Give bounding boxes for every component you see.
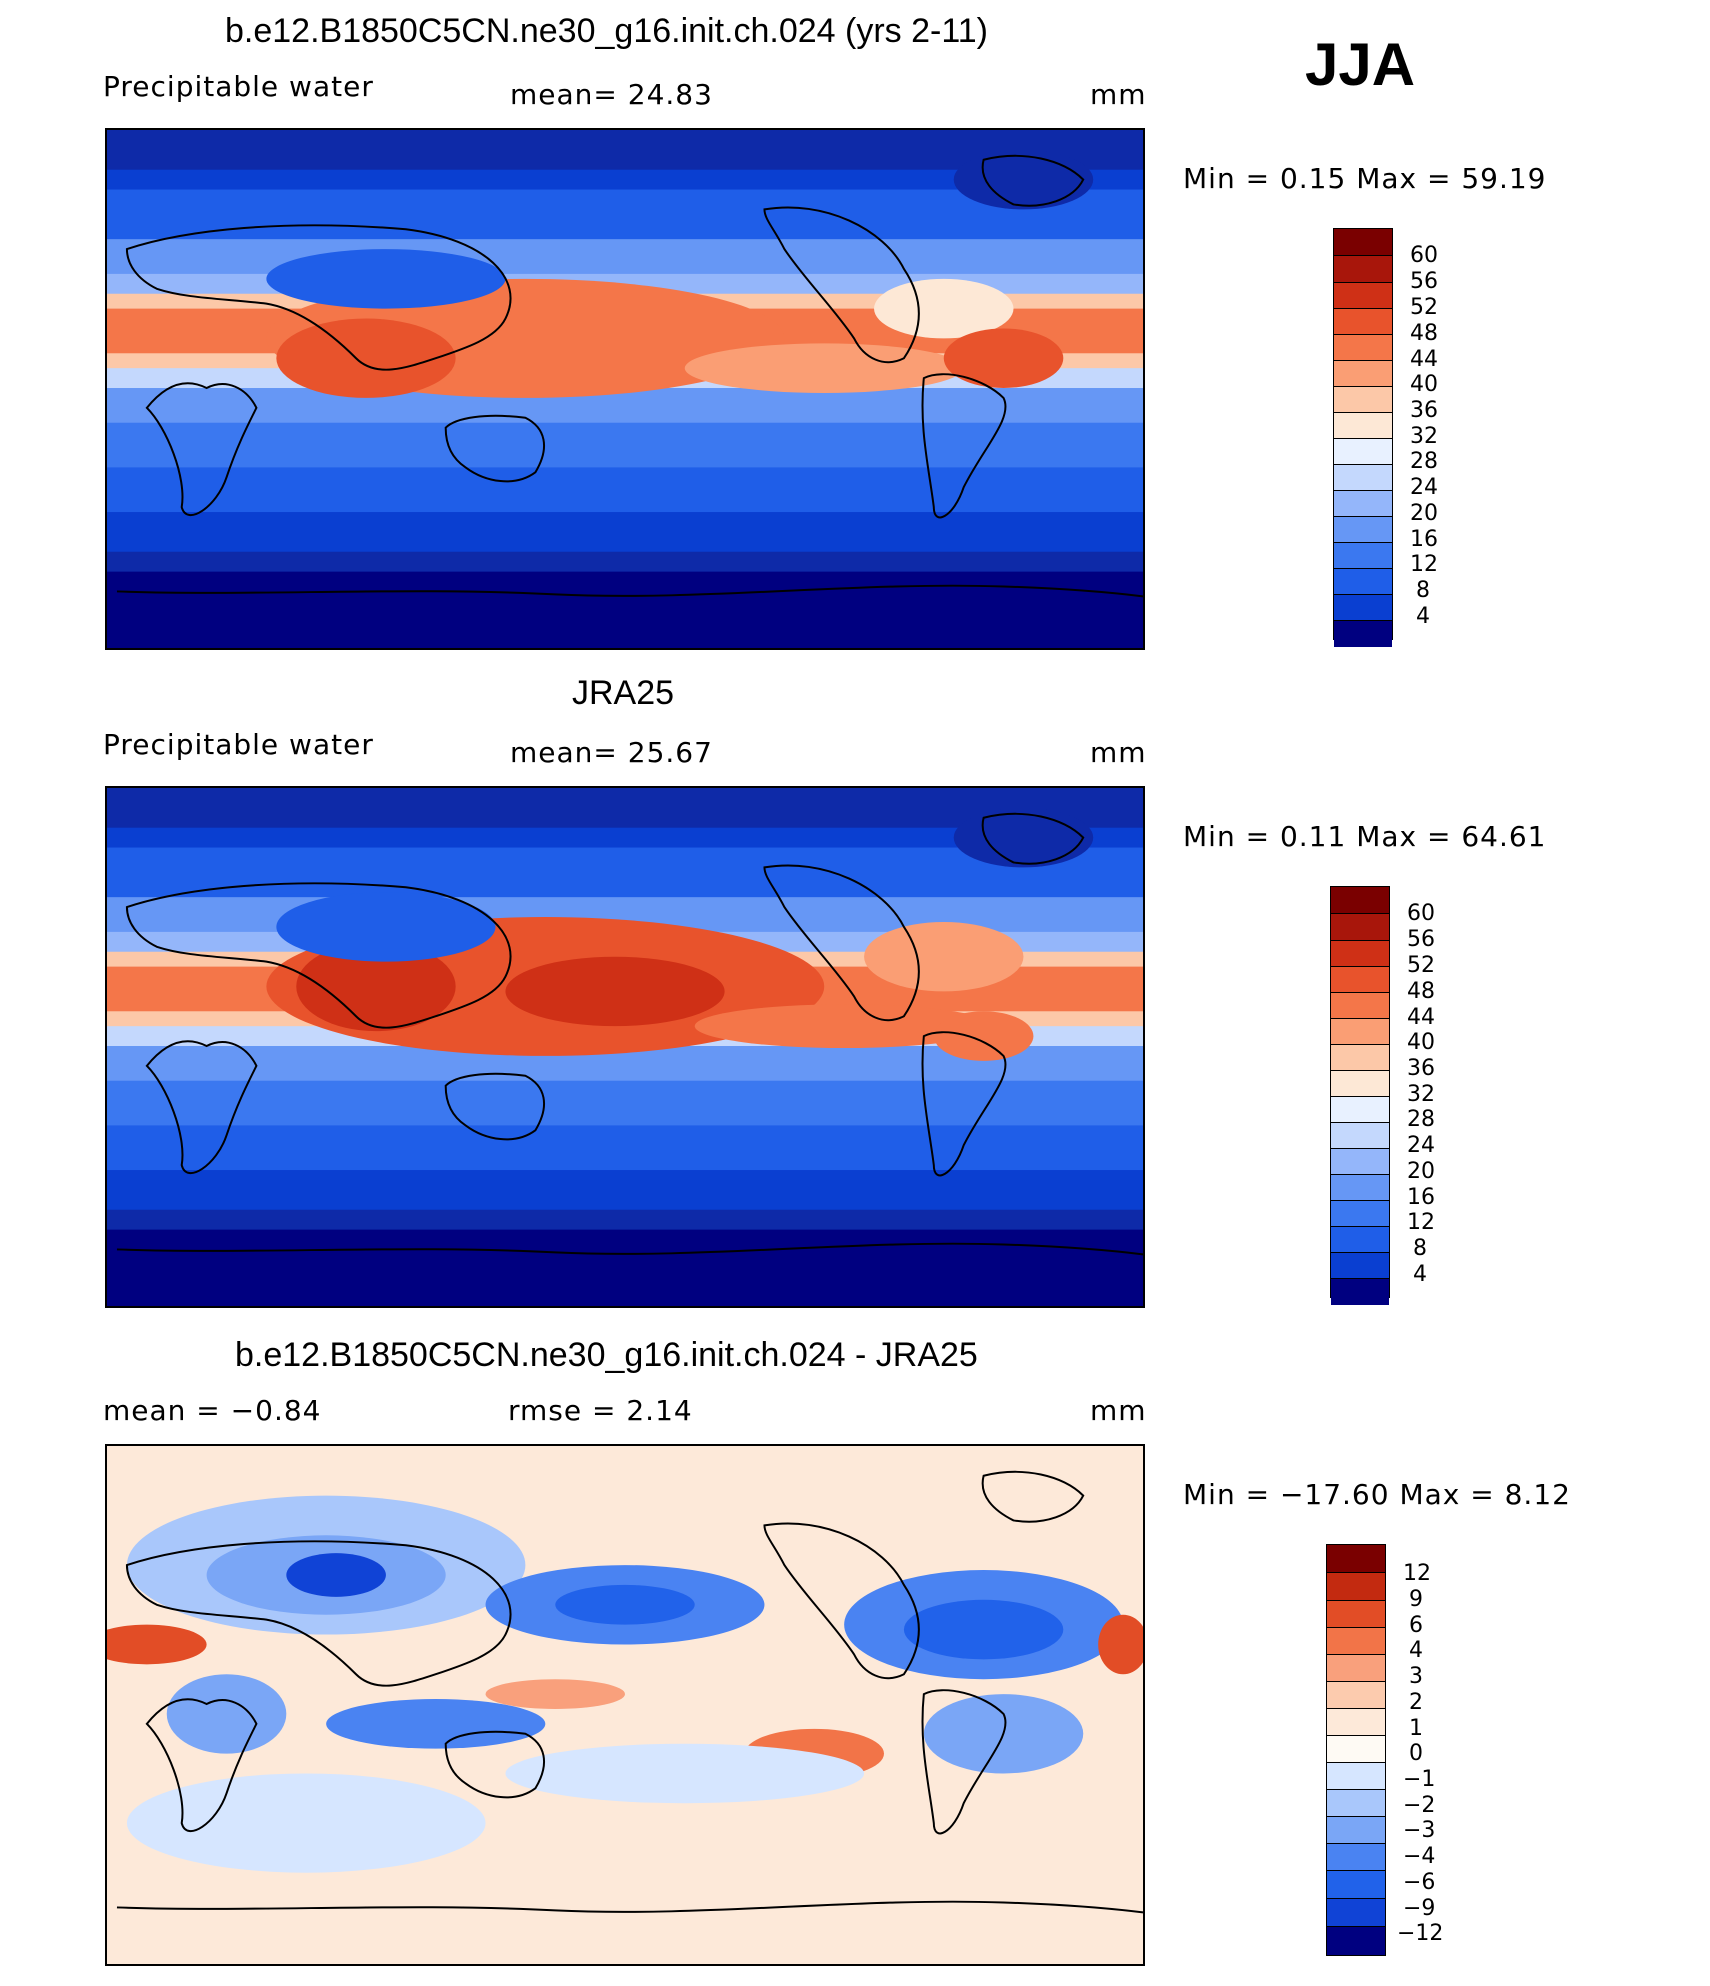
panel1-colorbar-tick: 4 [1416,604,1430,629]
panel3-minmax: Min = −17.60 Max = 8.12 [1183,1478,1571,1511]
panel3-colorbar-tick: −2 [1403,1793,1436,1818]
panel1-variable-label: Precipitable water [103,70,374,103]
panel3-title: b.e12.B1850C5CN.ne30_g16.init.ch.024 - J… [235,1336,978,1374]
panel2-colorbar-tick: 20 [1407,1159,1435,1184]
panel1-colorbar-tick: 40 [1410,372,1438,397]
panel3-colorbar-tick: −9 [1403,1896,1436,1921]
panel2-colorbar-tick: 16 [1407,1185,1435,1210]
panel2-colorbar-tick: 28 [1407,1107,1435,1132]
panel2-map-svg [107,788,1143,1306]
panel1-colorbar-tick: 24 [1410,475,1438,500]
panel2-mean-label: mean= 25.67 [510,736,713,769]
panel3-colorbar-tick: −3 [1403,1818,1436,1843]
panel1-colorbar-tick: 8 [1416,578,1430,603]
panel2-colorbar-tick: 52 [1407,953,1435,978]
panel3-colorbar-tick: 4 [1409,1638,1423,1663]
panel2-colorbar-tick: 12 [1407,1210,1435,1235]
panel2-minmax: Min = 0.11 Max = 64.61 [1183,820,1547,853]
panel3-colorbar-tick: 1 [1409,1716,1423,1741]
season-label: JJA [1305,31,1416,98]
panel1-minmax: Min = 0.15 Max = 59.19 [1183,162,1547,195]
panel1-colorbar-tick: 48 [1410,321,1438,346]
panel1-map-svg [107,130,1143,648]
panel3-map [105,1444,1145,1966]
panel2-colorbar-tick: 60 [1407,901,1435,926]
panel3-rmse-label: rmse = 2.14 [508,1394,693,1427]
panel3-mean-label: mean = −0.84 [103,1394,322,1427]
panel2-variable-label: Precipitable water [103,728,374,761]
panel1-colorbar-tick: 12 [1410,552,1438,577]
panel2-colorbar-tick: 36 [1407,1056,1435,1081]
panel2-colorbar-tick: 44 [1407,1005,1435,1030]
panel2-colorbar-tick: 40 [1407,1030,1435,1055]
panel1-colorbar-tick: 16 [1410,527,1438,552]
panel2-colorbar-tick: 32 [1407,1082,1435,1107]
panel1-colorbar-tick: 60 [1410,243,1438,268]
panel1-colorbar-tick: 52 [1410,295,1438,320]
panel2-units: mm [1090,736,1147,769]
panel1-colorbar-tick: 32 [1410,424,1438,449]
panel2-title: JRA25 [572,674,675,712]
panel2-colorbar-tick: 4 [1413,1262,1427,1287]
panel2-colorbar-tick: 56 [1407,927,1435,952]
panel3-map-svg [107,1446,1143,1964]
panel2-colorbar [1330,886,1390,1305]
panel1-mean-label: mean= 24.83 [510,78,713,111]
panel3-colorbar-tick: −12 [1397,1921,1444,1946]
panel1-colorbar [1333,228,1393,647]
panel3-colorbar-tick: 3 [1409,1664,1423,1689]
panel3-colorbar [1326,1544,1386,1956]
panel1-title: b.e12.B1850C5CN.ne30_g16.init.ch.024 (yr… [225,12,988,50]
panel3-units: mm [1090,1394,1147,1427]
panel2-colorbar-tick: 48 [1407,979,1435,1004]
panel2-colorbar-tick: 24 [1407,1133,1435,1158]
panel3-colorbar-tick: 2 [1409,1690,1423,1715]
panel1-colorbar-tick: 36 [1410,398,1438,423]
panel1-colorbar-tick: 56 [1410,269,1438,294]
panel3-colorbar-tick: −4 [1403,1844,1436,1869]
panel3-colorbar-tick: 0 [1409,1741,1423,1766]
panel2-colorbar-tick: 8 [1413,1236,1427,1261]
panel3-colorbar-tick: 9 [1409,1587,1423,1612]
panel1-map [105,128,1145,650]
panel3-colorbar-tick: 6 [1409,1613,1423,1638]
panel2-map [105,786,1145,1308]
panel3-colorbar-tick: 12 [1403,1561,1431,1586]
panel1-colorbar-tick: 44 [1410,347,1438,372]
panel1-colorbar-tick: 20 [1410,501,1438,526]
panel1-units: mm [1090,78,1147,111]
panel1-colorbar-tick: 28 [1410,449,1438,474]
panel3-colorbar-tick: −1 [1403,1767,1436,1792]
panel3-colorbar-tick: −6 [1403,1870,1436,1895]
